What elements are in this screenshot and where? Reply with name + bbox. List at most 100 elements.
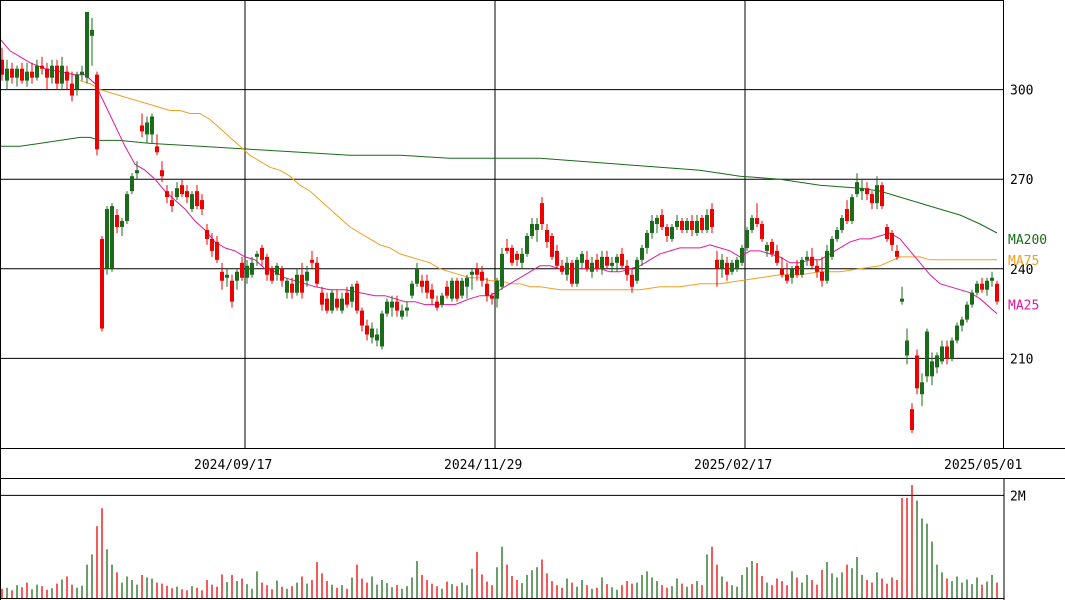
candle-down [490, 295, 494, 299]
price-tick-label: 300 [1010, 84, 1033, 99]
candle-down [115, 215, 119, 227]
candle-up [130, 176, 134, 192]
candle-up [145, 122, 149, 135]
candle-up [900, 298, 904, 302]
candle-down [355, 283, 359, 311]
candle-down [0, 59, 4, 75]
candle-up [470, 271, 474, 275]
candle-down [360, 310, 364, 326]
candle-up [175, 188, 179, 198]
candle-up [990, 277, 994, 281]
candle-up [675, 221, 679, 227]
candle-down [155, 146, 159, 153]
candle-down [555, 250, 559, 266]
candle-up [15, 68, 19, 78]
ma25-line [0, 38, 998, 314]
candle-down [230, 280, 234, 302]
candle-down [100, 238, 104, 329]
candle-up [440, 295, 444, 305]
candle-down [170, 200, 174, 207]
candle-down [300, 274, 304, 293]
candle-up [590, 262, 594, 272]
candle-up [855, 182, 859, 195]
candle-down [880, 185, 884, 207]
candle-down [165, 191, 169, 198]
candle-down [770, 241, 774, 254]
date-label: 2024/11/29 [444, 458, 522, 473]
price-tick-label: 240 [1010, 263, 1033, 278]
ma200-line [0, 136, 998, 234]
candle-down [475, 268, 479, 275]
ma25-label: MA25 [1008, 299, 1039, 314]
candle-up [930, 361, 934, 377]
candle-up [380, 313, 384, 347]
candle-down [785, 274, 789, 281]
candle-up [330, 292, 334, 311]
candle-up [150, 116, 154, 135]
axis-labels: 210 240 270 300 MA200 MA75 MA25 2024/09/… [194, 84, 1047, 505]
candle-up [655, 218, 659, 224]
candle-up [460, 280, 464, 296]
candle-up [685, 221, 689, 230]
candle-down [435, 301, 439, 308]
candle-up [975, 283, 979, 293]
candle-up [90, 29, 94, 36]
candle-down [550, 235, 554, 257]
candle-down [160, 170, 164, 177]
candle-up [250, 262, 254, 275]
candle-up [60, 65, 64, 84]
candle-up [790, 268, 794, 278]
candle-down [585, 259, 589, 269]
candle-up [575, 259, 579, 284]
candle-up [645, 232, 649, 248]
candle-up [75, 74, 79, 90]
candle-down [910, 409, 914, 431]
candle-up [530, 224, 534, 236]
candle-down [20, 68, 24, 81]
candle-down [625, 265, 629, 275]
candle-down [710, 209, 714, 227]
candle-down [345, 292, 349, 305]
candle-up [970, 292, 974, 305]
candle-up [525, 235, 529, 254]
candle-up [105, 209, 109, 269]
candle-down [485, 283, 489, 296]
candle-down [820, 271, 824, 281]
candle-down [445, 286, 449, 296]
candle-up [340, 298, 344, 311]
candle-up [520, 253, 524, 263]
candle-up [635, 259, 639, 281]
candle-down [425, 280, 429, 293]
date-label: 2025/02/17 [694, 458, 772, 473]
candle-down [980, 283, 984, 290]
candle-down [620, 253, 624, 266]
candle-up [35, 65, 39, 78]
candle-down [605, 256, 609, 266]
candle-up [405, 307, 409, 311]
candle-up [375, 334, 379, 341]
candle-down [540, 203, 544, 224]
candle-up [125, 194, 129, 222]
candle-down [890, 232, 894, 245]
candle-down [215, 241, 219, 260]
candle-up [965, 304, 969, 320]
candle-down [140, 125, 144, 132]
candle-up [705, 215, 709, 230]
candle-up [450, 280, 454, 299]
candle-up [840, 218, 844, 230]
candle-down [680, 221, 684, 230]
ma75-label: MA75 [1008, 254, 1039, 269]
date-label: 2025/05/01 [944, 458, 1022, 473]
ma200-label: MA200 [1008, 233, 1047, 248]
candle-down [65, 71, 69, 81]
candle-up [825, 250, 829, 281]
candle-up [565, 262, 569, 275]
candle-up [925, 331, 929, 377]
candle-up [745, 229, 749, 248]
candle-up [110, 206, 114, 269]
candle-up [500, 253, 504, 287]
candle-up [650, 221, 654, 233]
candle-up [5, 68, 9, 81]
